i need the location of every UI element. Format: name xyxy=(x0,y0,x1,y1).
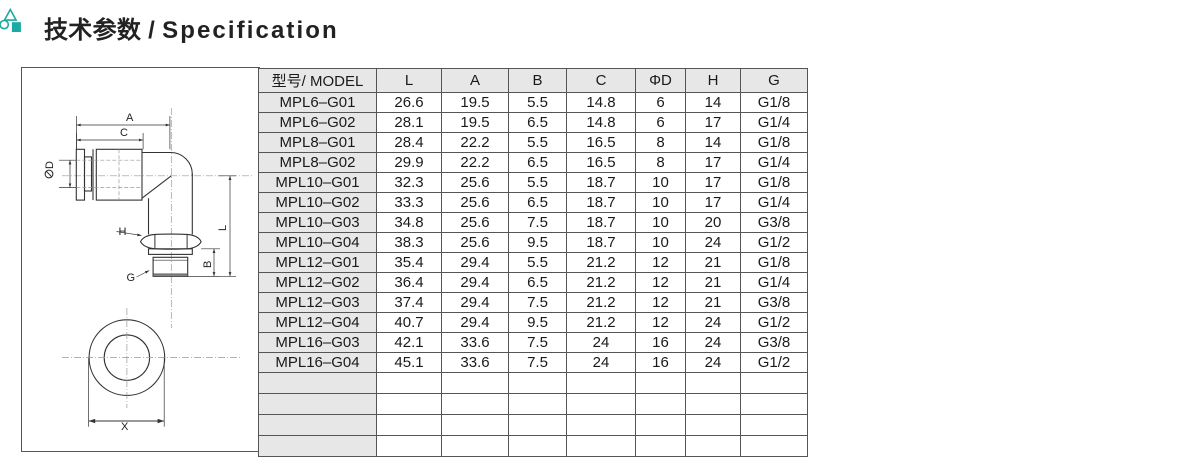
svg-text:L: L xyxy=(217,225,229,231)
svg-text:B: B xyxy=(202,261,214,268)
svg-text:D: D xyxy=(44,161,56,169)
svg-text:X: X xyxy=(121,421,129,433)
svg-text:C: C xyxy=(120,127,128,139)
svg-text:G: G xyxy=(127,272,136,284)
svg-text:A: A xyxy=(126,112,134,124)
